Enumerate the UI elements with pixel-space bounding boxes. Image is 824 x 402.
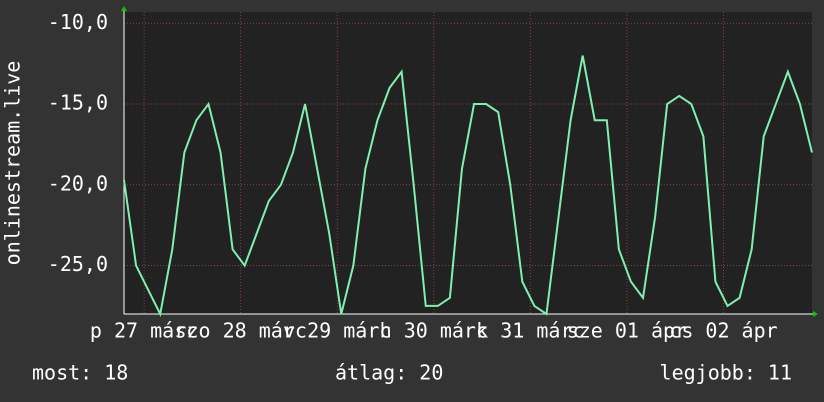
footer-best: legjobb: 11 bbox=[660, 361, 792, 385]
x-tick-label: p 27 márc bbox=[90, 319, 198, 343]
data-line bbox=[123, 55, 813, 318]
x-tick-label: szo 28 márc bbox=[174, 319, 306, 343]
x-tick-label: sze 01 ápr bbox=[567, 319, 687, 343]
y-tick-label: -10,0 bbox=[48, 10, 108, 34]
y-tick-label: -20,0 bbox=[48, 171, 108, 195]
plot-area bbox=[124, 12, 812, 314]
x-tick-label: cs 02 ápr bbox=[669, 319, 777, 343]
y-axis-label: onlinestream.live bbox=[1, 61, 25, 266]
footer-average: átlag: 20 bbox=[335, 361, 443, 385]
y-tick-label: -25,0 bbox=[48, 252, 108, 276]
x-tick-label: v 29 márc bbox=[283, 319, 391, 343]
x-tick-label: k 31 márc bbox=[476, 319, 584, 343]
axis-arrow bbox=[813, 311, 818, 317]
x-tick-label: h 30 márc bbox=[380, 319, 488, 343]
axis-arrow bbox=[121, 6, 127, 11]
footer-current: most: 18 bbox=[32, 361, 128, 385]
y-tick-label: -15,0 bbox=[48, 91, 108, 115]
